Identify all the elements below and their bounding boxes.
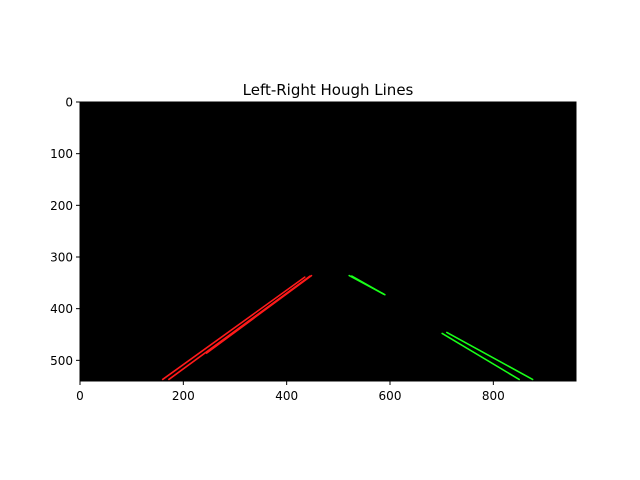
hough-segment-1-1 (350, 275, 386, 296)
y-tick-label: 0 (65, 96, 73, 110)
x-axis-ticks: 0 200 400 600 800 (76, 381, 505, 403)
x-tick-label: 200 (172, 389, 195, 403)
hough-segment-1-2 (441, 332, 520, 381)
y-tick-label: 100 (50, 147, 73, 161)
y-tick-label: 200 (50, 199, 73, 213)
hough-segment-1-3 (446, 331, 534, 381)
x-tick-label: 400 (275, 389, 298, 403)
x-tick-label: 800 (482, 389, 505, 403)
y-tick-label: 500 (50, 354, 73, 368)
y-axis-ticks: 0 100 200 300 400 500 (50, 96, 80, 368)
x-tick-label: 0 (76, 389, 84, 403)
y-tick-label: 300 (50, 251, 73, 265)
y-tick-label: 400 (50, 302, 73, 316)
x-tick-label: 600 (379, 389, 402, 403)
hough-line-segments (161, 274, 534, 381)
chart-title: Left-Right Hough Lines (243, 81, 414, 99)
hough-segment-0-0 (161, 276, 306, 381)
hough-segment-0-2 (205, 274, 313, 354)
axes-frame (79, 101, 577, 382)
image-area (80, 102, 576, 381)
